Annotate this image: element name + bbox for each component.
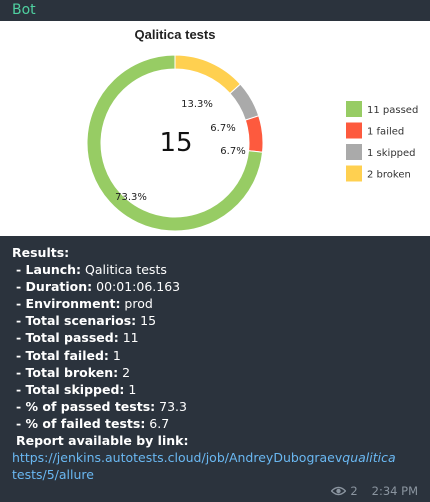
result-value: 2: [118, 364, 131, 380]
report-link-text-2[interactable]: qualitica: [342, 450, 396, 466]
result-line: - Environment: prod: [12, 295, 422, 312]
pct-label-skipped: 6.7%: [210, 123, 235, 134]
pct-label-broken: 13.3%: [181, 99, 213, 110]
timestamp: 2:34 PM: [371, 484, 418, 498]
result-line: - Total passed: 11: [12, 329, 422, 346]
eye-icon: [331, 486, 347, 496]
result-value: prod: [120, 296, 153, 312]
report-link-text-1[interactable]: https://jenkins.autotests.cloud/job/Andr…: [12, 450, 343, 466]
chart-title: Qalitica tests: [135, 27, 216, 42]
result-key: - % of failed tests:: [16, 415, 146, 431]
result-line: - Total broken: 2: [12, 364, 422, 381]
result-value: Qalitica tests: [81, 262, 167, 278]
result-line: - Total failed: 1: [12, 347, 422, 364]
slice-failed: [244, 115, 264, 153]
report-link[interactable]: https://jenkins.autotests.cloud/job/Andr…: [12, 449, 422, 483]
view-count: 2: [350, 484, 358, 498]
donut-chart: Qalitica tests 15 73.3% 6.7% 6.7% 13.3% 11 …: [86, 27, 418, 232]
results-heading: Results:: [12, 245, 70, 260]
result-value: 1: [124, 381, 137, 397]
result-key: - % of passed tests:: [16, 398, 156, 414]
result-key: - Total failed:: [16, 347, 109, 363]
slice-skipped: [229, 83, 260, 121]
report-label: Report available by link:: [16, 433, 189, 449]
result-line: - % of failed tests: 6.7: [12, 415, 422, 432]
result-line: - Launch: Qalitica tests: [12, 261, 422, 278]
center-total: 15: [159, 128, 192, 158]
result-key: - Total skipped:: [16, 381, 125, 397]
result-value: 15: [136, 313, 157, 329]
report-link-text-3[interactable]: tests/5/allure: [12, 467, 94, 483]
sender-name[interactable]: Bot: [12, 2, 36, 18]
result-line: - Total skipped: 1: [12, 381, 422, 398]
legend-swatch-failed: [346, 122, 362, 139]
legend-label-skipped: 1 skipped: [367, 148, 416, 159]
legend-swatch-skipped: [346, 144, 362, 160]
legend-label-passed: 11 passed: [367, 105, 418, 116]
result-value: 1: [108, 347, 121, 363]
result-value: 6.7: [145, 415, 170, 431]
pct-label-failed: 6.7%: [220, 146, 245, 157]
result-key: - Launch:: [16, 262, 82, 278]
legend-swatch-passed: [346, 101, 362, 117]
result-key: - Environment:: [16, 296, 121, 312]
result-line: - Duration: 00:01:06.163: [12, 278, 422, 295]
result-line: - Total scenarios: 15: [12, 312, 422, 329]
message-text: Results: - Launch: Qalitica tests - Durat…: [12, 244, 422, 483]
result-line: - % of passed tests: 73.3: [12, 398, 422, 415]
result-value: 11: [118, 330, 139, 346]
chart-image[interactable]: Qalitica tests 15 73.3% 6.7% 6.7% 13.3% 11 …: [0, 21, 430, 236]
legend-label-broken: 2 broken: [367, 170, 411, 181]
message-meta: 2 2:34 PM: [331, 484, 418, 498]
result-value: 00:01:06.163: [92, 279, 181, 295]
pct-label-passed: 73.3%: [115, 192, 147, 203]
result-key: - Total passed:: [16, 330, 119, 346]
result-value: 73.3: [155, 398, 187, 414]
legend-label-failed: 1 failed: [367, 127, 404, 138]
result-key: - Total broken:: [16, 364, 119, 380]
slice-broken: [174, 54, 242, 95]
result-key: - Total scenarios:: [16, 313, 137, 329]
slice-passed: [86, 54, 264, 232]
legend-swatch-broken: [346, 165, 362, 182]
result-key: - Duration:: [16, 279, 93, 295]
